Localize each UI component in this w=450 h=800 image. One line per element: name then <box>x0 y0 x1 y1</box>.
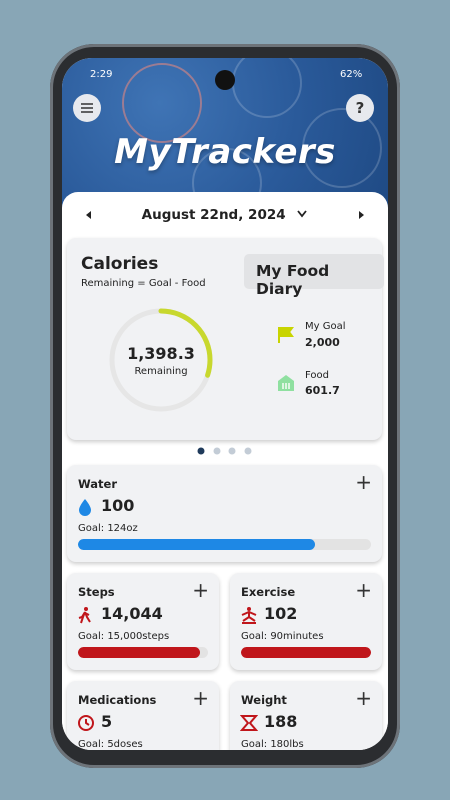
tracker-value: 5 <box>101 712 113 731</box>
tracker-value: 14,044 <box>101 604 163 623</box>
calories-subtitle: Remaining = Goal - Food <box>81 278 206 289</box>
tracker-value: 100 <box>101 496 135 515</box>
tracker-value: 102 <box>264 604 298 623</box>
weight-icon <box>240 715 258 731</box>
status-battery: 62% <box>340 69 363 80</box>
app-title: MyTrackers <box>114 132 336 172</box>
progress-track <box>241 647 371 658</box>
tracker-goal: Goal: 124oz <box>78 523 138 534</box>
progress-fill <box>78 647 201 658</box>
add-button[interactable]: + <box>355 686 372 710</box>
calories-card: Calories Remaining = Goal - Food My Food… <box>67 238 384 440</box>
date-row[interactable]: August 22nd, 2024 <box>62 207 388 223</box>
status-time: 2:29 <box>90 69 113 80</box>
camera <box>215 70 235 90</box>
page-dots <box>197 447 252 455</box>
add-button[interactable]: + <box>355 470 372 494</box>
steps-icon <box>78 607 91 624</box>
next-date[interactable] <box>356 210 366 220</box>
tracker-value: 188 <box>264 712 298 731</box>
add-button[interactable]: + <box>192 686 209 710</box>
progress-fill <box>241 647 371 658</box>
tracker-name: Medications <box>78 693 157 707</box>
tracker-name: Steps <box>78 585 115 599</box>
tracker-card: Weight + 188 Goal: 180lbs <box>230 681 382 750</box>
date-label: August 22nd, 2024 <box>141 207 286 223</box>
menu-icon <box>81 103 93 113</box>
water-icon <box>79 499 91 516</box>
tracker-card: Steps + 14,044 Goal: 15,000steps <box>67 573 219 670</box>
menu-button[interactable] <box>73 94 101 122</box>
tracker-goal: Goal: 90minutes <box>241 631 324 642</box>
tracker-name: Exercise <box>241 585 296 599</box>
tracker-goal: Goal: 180lbs <box>241 739 304 750</box>
add-button[interactable]: + <box>192 578 209 602</box>
date-dropdown <box>297 210 308 218</box>
food-diary-button[interactable]: My Food Diary <box>244 254 384 298</box>
tracker-goal: Goal: 15,000steps <box>78 631 170 642</box>
calorie-ring <box>109 308 213 412</box>
screen: 2:29 62% ? MyTrackers August 22nd, 2024 … <box>62 58 388 750</box>
goal-value: 2,000 <box>305 336 340 349</box>
goal-label: My Goal <box>305 321 346 332</box>
progress-track <box>78 539 371 550</box>
tracker-name: Weight <box>241 693 287 707</box>
progress-fill <box>78 539 316 550</box>
prev-date[interactable] <box>84 210 94 220</box>
goal-icon <box>278 327 294 343</box>
ring-progress <box>109 308 213 412</box>
exercise-icon <box>241 607 257 624</box>
tracker-goal: Goal: 5doses <box>78 739 143 750</box>
food-icon <box>278 375 294 391</box>
tracker-card: Water + 100 Goal: 124oz <box>67 465 382 562</box>
food-label: Food <box>305 370 329 381</box>
tracker-card: Medications + 5 Goal: 5doses <box>67 681 219 750</box>
add-button[interactable]: + <box>355 578 372 602</box>
remaining-label: Remaining <box>134 366 188 377</box>
help-button[interactable]: ? <box>346 94 374 122</box>
remaining-value: 1,398.3 <box>127 344 195 363</box>
medication-icon <box>78 715 94 731</box>
tracker-name: Water <box>78 477 118 491</box>
food-value: 601.7 <box>305 384 340 397</box>
tracker-card: Exercise + 102 Goal: 90minutes <box>230 573 382 670</box>
content-panel: August 22nd, 2024 Calories Remaining = G… <box>62 192 388 750</box>
calories-title: Calories <box>81 254 159 274</box>
progress-track <box>78 647 208 658</box>
